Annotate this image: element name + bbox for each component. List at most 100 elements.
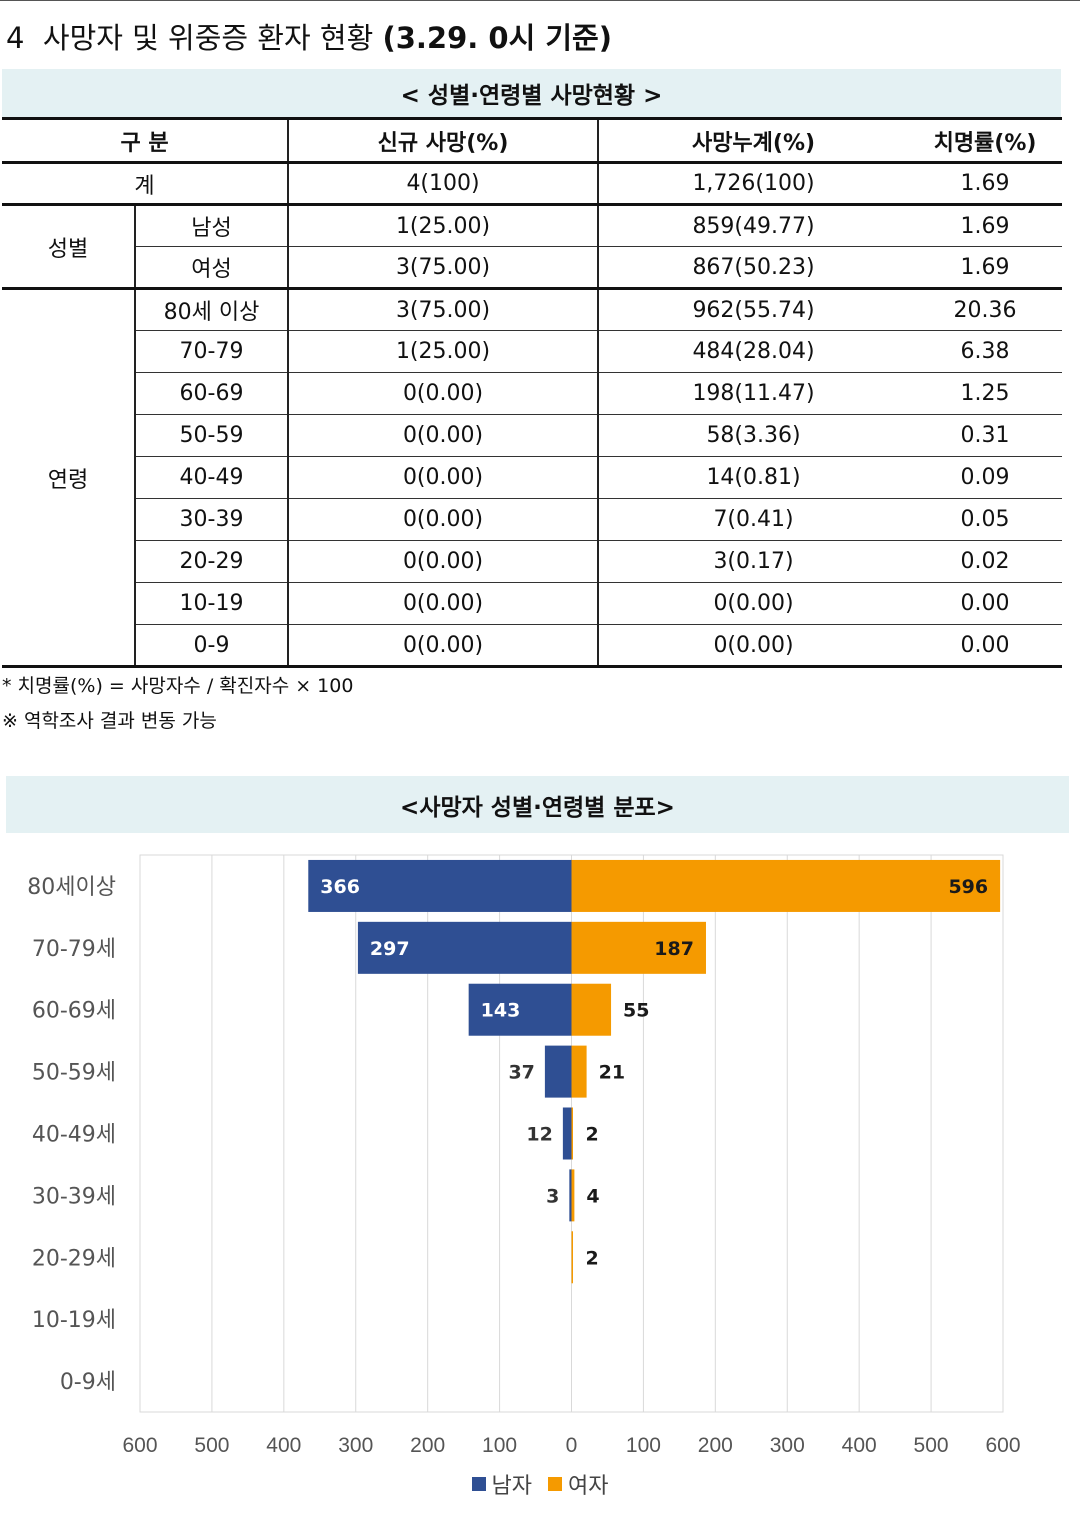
- y-category-label: 70-79세: [32, 937, 116, 962]
- data-label-female: 187: [654, 938, 694, 960]
- section-title-text: 사망자 및 위중증 환자 현황: [42, 21, 374, 55]
- x-tick-label: 400: [266, 1434, 301, 1457]
- bar-female: [571, 1107, 573, 1160]
- x-tick-label: 300: [338, 1434, 373, 1457]
- row-fatality-rate: 6.38: [908, 330, 1063, 373]
- row-fatality-rate: 0.09: [908, 456, 1063, 499]
- data-label-female: 55: [623, 1000, 649, 1022]
- legend-female-label: 여자: [568, 1474, 609, 1499]
- data-label-male: 143: [481, 1000, 521, 1022]
- row-new-deaths: 0(0.00): [287, 456, 599, 499]
- y-category-label: 60-69세: [32, 999, 116, 1024]
- row-fatality-rate: 1.25: [908, 372, 1063, 415]
- row-cumulative-deaths: 0(0.00): [597, 582, 909, 625]
- row-new-deaths: 1(25.00): [287, 204, 599, 247]
- y-category-label: 10-19세: [32, 1308, 116, 1333]
- table-row-age: 50-59 0(0.00) 58(3.36) 0.31: [2, 414, 1063, 457]
- y-category-label: 20-29세: [32, 1246, 116, 1271]
- y-category-label: 50-59세: [32, 1061, 116, 1086]
- sex-age-pyramid-chart: 600 500 400 300 200 100 0 100 200 300 400 500 600 80세…: [27, 854, 1021, 1457]
- x-tick-label: 300: [770, 1434, 805, 1457]
- y-category-label: 30-39세: [32, 1184, 116, 1209]
- section-number: 4: [6, 21, 25, 55]
- table-row-sex: 여성 3(75.00) 867(50.23) 1.69: [2, 246, 1063, 290]
- bar-female: [571, 1231, 573, 1284]
- row-cumulative-deaths: 58(3.36): [597, 414, 909, 457]
- row-cumulative-deaths: 484(28.04): [597, 330, 909, 373]
- header-new-deaths: 신규 사망(%): [287, 117, 599, 164]
- row-label: 20-29: [133, 540, 289, 583]
- row-new-deaths: 0(0.00): [287, 582, 599, 625]
- row-fatality-rate: 0.05: [908, 498, 1063, 541]
- legend-male-swatch: [471, 1477, 486, 1491]
- data-label-female: 2: [586, 1247, 599, 1269]
- legend-female-swatch: [548, 1477, 562, 1491]
- total-new: 4(100): [287, 162, 599, 206]
- table-row-age: 70-79 1(25.00) 484(28.04) 6.38: [2, 330, 1063, 373]
- legend-female: 여자: [548, 1468, 608, 1500]
- row-fatality-rate: 20.36: [908, 288, 1063, 331]
- x-tick-label: 500: [914, 1434, 949, 1457]
- data-label-female: 21: [599, 1062, 625, 1084]
- row-fatality-rate: 1.69: [908, 204, 1063, 247]
- row-fatality-rate: 0.31: [908, 414, 1063, 457]
- x-tick-label: 200: [410, 1434, 445, 1457]
- row-new-deaths: 1(25.00): [287, 330, 599, 373]
- row-label: 여성: [133, 246, 289, 290]
- row-cumulative-deaths: 859(49.77): [597, 204, 909, 247]
- x-tick-label: 400: [842, 1434, 877, 1457]
- row-label: 30-39: [133, 498, 289, 541]
- table-header-row: 구 분 신규 사망(%) 사망누계(%) 치명률(%): [2, 117, 1063, 164]
- table-row-age: 60-69 0(0.00) 198(11.47) 1.25: [2, 372, 1063, 415]
- table-caption: < 성별·연령별 사망현황 >: [2, 69, 1061, 117]
- data-label-male: 297: [370, 938, 410, 960]
- x-tick-label: 600: [985, 1434, 1020, 1457]
- data-label-male: 366: [320, 876, 360, 898]
- header-fatality-rate: 치명률(%): [908, 117, 1063, 164]
- row-new-deaths: 3(75.00): [287, 288, 599, 331]
- row-label: 50-59: [133, 414, 289, 457]
- top-rule: [0, 0, 1080, 1]
- header-category: 구 분: [2, 117, 289, 164]
- table-row-age: 30-39 0(0.00) 7(0.41) 0.05: [2, 498, 1063, 541]
- total-label: 계: [2, 162, 289, 206]
- data-label-male: 12: [526, 1124, 552, 1146]
- age-group-label: 연령: [2, 288, 135, 668]
- chart-caption: <사망자 성별·연령별 분포>: [6, 776, 1069, 833]
- x-tick-label: 0: [566, 1434, 578, 1457]
- chart-legend: 남자 여자: [0, 1468, 1080, 1500]
- note-fatality-formula: * 치명률(%) = 사망자수 / 확진자수 × 100: [2, 675, 354, 697]
- row-fatality-rate: 1.69: [908, 246, 1063, 290]
- table-row-age: 10-19 0(0.00) 0(0.00) 0.00: [2, 582, 1063, 625]
- row-cumulative-deaths: 962(55.74): [597, 288, 909, 331]
- row-fatality-rate: 0.00: [908, 582, 1063, 625]
- bar-male: [544, 1045, 572, 1098]
- table-row-age: 40-49 0(0.00) 14(0.81) 0.09: [2, 456, 1063, 499]
- row-cumulative-deaths: 0(0.00): [597, 624, 909, 668]
- row-new-deaths: 0(0.00): [287, 624, 599, 668]
- row-new-deaths: 0(0.00): [287, 498, 599, 541]
- x-tick-label: 200: [698, 1434, 733, 1457]
- row-cumulative-deaths: 867(50.23): [597, 246, 909, 290]
- row-cumulative-deaths: 198(11.47): [597, 372, 909, 415]
- bar-female: [571, 983, 612, 1036]
- x-tick-label: 600: [122, 1434, 157, 1457]
- table-row-age: 0-9 0(0.00) 0(0.00) 0.00: [2, 624, 1063, 668]
- row-label: 60-69: [133, 372, 289, 415]
- row-label: 70-79: [133, 330, 289, 373]
- table-row-age: 연령 80세 이상 3(75.00) 962(55.74) 20.36: [2, 288, 1063, 668]
- legend-male: 남자: [471, 1468, 532, 1500]
- table-row-sex: 성별 남성 1(25.00) 859(49.77) 1.69: [2, 204, 1063, 290]
- row-label: 40-49: [133, 456, 289, 499]
- mortality-table: 구 분 신규 사망(%) 사망누계(%) 치명률(%) 계 4(100) 1,7…: [2, 117, 1063, 668]
- total-cumulative: 1,726(100): [597, 162, 909, 206]
- sex-group-label: 성별: [2, 204, 135, 290]
- y-category-label: 80세이상: [27, 875, 116, 900]
- row-fatality-rate: 0.02: [908, 540, 1063, 583]
- bar-male: [308, 859, 572, 912]
- table-row-age: 20-29 0(0.00) 3(0.17) 0.02: [2, 540, 1063, 583]
- data-label-female: 4: [586, 1185, 599, 1207]
- section-date: (3.29. 0시 기준): [382, 21, 612, 55]
- y-category-label: 40-49세: [32, 1123, 116, 1148]
- data-label-male: 37: [508, 1062, 534, 1084]
